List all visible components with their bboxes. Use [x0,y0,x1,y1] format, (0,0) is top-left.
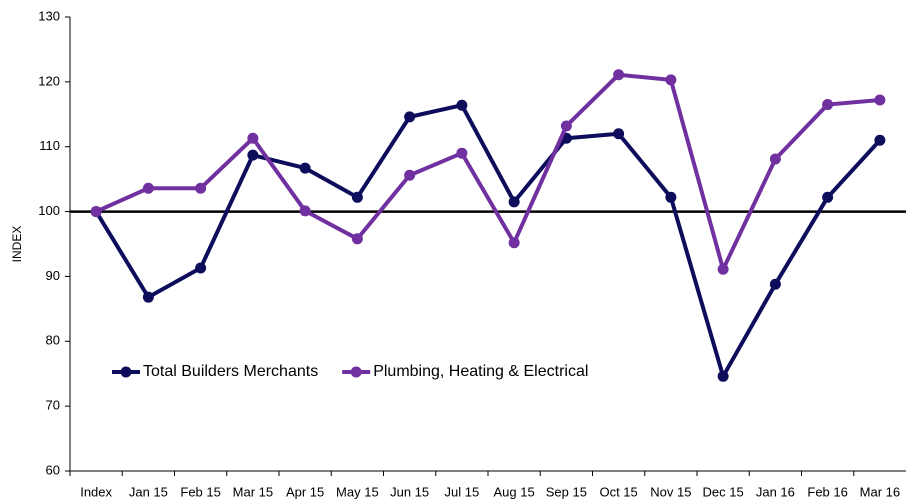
legend-label: Plumbing, Heating & Electrical [373,363,588,380]
data-point [665,74,677,86]
data-point [769,278,781,290]
data-point [195,262,207,274]
data-point [299,162,311,174]
data-point [822,191,834,203]
data-point [195,182,207,194]
data-point [508,196,520,208]
x-tick-label: Nov 15 [650,484,691,499]
x-tick-label: Jan 16 [756,484,795,499]
data-point [665,191,677,203]
x-tick-label: Mar 15 [233,484,273,499]
y-tick-label: 110 [39,138,60,153]
y-tick-label: 60 [46,462,60,477]
data-point [717,370,729,382]
data-point [351,233,363,245]
data-point [142,291,154,303]
legend-marker [350,366,362,378]
x-tick-label: Index [80,484,112,499]
data-point [404,111,416,123]
y-axis-label: INDEX [10,226,24,263]
y-tick-label: 100 [38,203,60,218]
x-tick-label: May 15 [336,484,379,499]
data-point [404,169,416,181]
y-tick-label: 90 [46,268,60,283]
data-point [247,149,259,161]
y-tick-label: 80 [46,333,60,348]
data-point [456,147,468,159]
legend-label: Total Builders Merchants [143,363,318,380]
data-point [247,132,259,144]
data-point [90,206,102,218]
x-tick-label: Feb 16 [807,484,847,499]
x-tick-label: Dec 15 [703,484,744,499]
data-point [299,205,311,217]
x-tick-label: Sep 15 [546,484,587,499]
x-tick-label: Aug 15 [494,484,535,499]
y-tick-label: 120 [38,73,60,88]
series-line [95,72,881,272]
data-point [142,182,154,194]
x-tick-label: Feb 15 [180,484,220,499]
y-tick-label: 70 [46,398,60,413]
data-point [874,94,886,106]
series-line [94,103,882,379]
x-tick-label: Apr 15 [286,484,324,499]
data-point [769,153,781,165]
data-point [874,134,886,146]
x-tick-label: Jun 15 [390,484,429,499]
data-point [613,69,625,81]
data-point [613,128,625,140]
y-tick-label: 130 [38,8,60,23]
x-tick-label: Jul 15 [445,484,480,499]
legend-marker [120,366,132,378]
x-tick-label: Jan 15 [129,484,168,499]
data-point [717,263,729,275]
data-point [508,237,520,249]
data-point [456,99,468,111]
x-tick-label: Mar 16 [860,484,900,499]
data-point [560,120,572,132]
x-tick-label: Oct 15 [599,484,637,499]
data-point [822,99,834,111]
data-point [351,191,363,203]
